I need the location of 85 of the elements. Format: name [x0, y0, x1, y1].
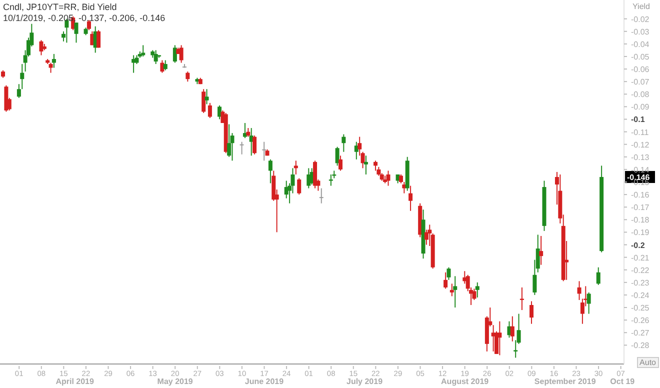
- candlestick: [530, 300, 534, 324]
- candlestick: [510, 316, 514, 342]
- y-tick-label: -0.16: [631, 190, 650, 200]
- candlestick: [4, 84, 8, 112]
- y-tick-label: -0.03: [631, 27, 650, 36]
- candlestick: [539, 235, 544, 266]
- candlestick: [268, 158, 272, 184]
- y-tick-label: -0.08: [631, 90, 650, 100]
- candlestick: [297, 178, 302, 196]
- candlestick: [498, 320, 502, 356]
- candlestick: [450, 283, 454, 297]
- y-tick-label: -0.28: [631, 341, 650, 350]
- candlestick: [475, 282, 480, 298]
- candlestick: [386, 170, 390, 186]
- candlestick: [74, 22, 78, 44]
- text: August 2019: [441, 377, 489, 387]
- y-tick-label: -0.2: [631, 240, 646, 250]
- y-tick-label: -0.07: [631, 78, 650, 87]
- candlestick: [141, 44, 146, 57]
- candlestick: [154, 50, 158, 65]
- candlestick: [186, 71, 190, 82]
- candlestick: [313, 160, 318, 189]
- y-tick-label: -0.18: [631, 216, 650, 225]
- candlestick: [444, 272, 448, 290]
- text: May 2019: [157, 377, 193, 387]
- y-tick-label: -0.19: [631, 228, 650, 238]
- candlestick: [262, 141, 266, 162]
- text: Oct 19: [610, 377, 635, 387]
- y-tick-label: -0.17: [631, 203, 650, 212]
- y-tick-label: -0.21: [631, 253, 650, 262]
- candlestick: [179, 44, 184, 64]
- candlestick: [16, 84, 21, 98]
- y-tick-label: -0.26: [631, 316, 650, 326]
- candlestick: [227, 124, 232, 158]
- y-tick-label: -0.23: [631, 278, 650, 288]
- candlestick: [252, 135, 257, 155]
- candlestick: [577, 280, 582, 300]
- candlestick: [172, 44, 177, 64]
- candlestick: [374, 160, 378, 172]
- candlestick: [338, 155, 342, 172]
- candlestick: [48, 62, 53, 74]
- candlestick: [342, 134, 346, 152]
- y-tick-label: -0.11: [631, 128, 650, 137]
- candlestick: [402, 182, 406, 194]
- y-tick-label: -0.22: [631, 266, 650, 275]
- candlestick: [242, 122, 247, 139]
- candlestick: [96, 30, 101, 48]
- candlestick: [453, 276, 458, 308]
- candlestick: [52, 53, 56, 68]
- text: June 2019: [244, 377, 284, 387]
- candlestick: [520, 286, 524, 311]
- y-tick-label: -0.24: [631, 290, 650, 300]
- y-tick-label: -0.02: [631, 14, 650, 24]
- candlestick: [586, 292, 591, 314]
- auto-button: Auto: [636, 357, 659, 368]
- candlestick: [202, 88, 206, 114]
- y-tick-label: -0.1: [631, 115, 646, 124]
- candlestick: [319, 188, 324, 204]
- text: September 2019: [534, 377, 596, 387]
- candlestick: [163, 60, 168, 71]
- candlestick: [294, 160, 298, 175]
- y-tick-label: -0.05: [631, 52, 650, 62]
- candlestick: [335, 146, 340, 166]
- candlestick: [446, 266, 451, 280]
- y-tick-label: -0.12: [631, 140, 650, 150]
- text: 10/1/2019, -0.205, -0.137, -0.206, -0.146: [3, 13, 166, 24]
- candlestick: [364, 155, 368, 175]
- y-tick-label: -0.25: [631, 304, 650, 313]
- y-tick-label: -0.13: [631, 152, 650, 162]
- y-tick-label: -0.04: [631, 40, 650, 49]
- candlestick: [596, 266, 600, 286]
- candlestick: [240, 141, 244, 155]
- y-tick-label: -0.06: [631, 65, 650, 74]
- candlestick: [306, 168, 311, 189]
- y-tick-label: -0.27: [631, 328, 650, 338]
- chart-title: Cndl, JP10YT=RR, Bid Yield: [3, 2, 118, 13]
- y-axis-title: Yield: [632, 2, 650, 11]
- text: April 2019: [56, 377, 94, 387]
- candlestick: [39, 40, 44, 56]
- y-tick-label: -0.09: [631, 102, 650, 112]
- candlestick: [208, 102, 212, 118]
- text: July 2019: [346, 377, 383, 387]
- candlestick: [204, 88, 209, 105]
- candlestick: [20, 64, 24, 90]
- candlestick: [408, 185, 413, 212]
